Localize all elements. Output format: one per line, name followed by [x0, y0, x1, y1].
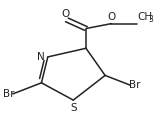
Text: S: S — [70, 103, 77, 113]
Text: Br: Br — [129, 80, 140, 90]
Text: 3: 3 — [149, 15, 154, 24]
Text: O: O — [61, 9, 69, 19]
Text: N: N — [37, 52, 45, 62]
Text: CH: CH — [137, 12, 152, 22]
Text: O: O — [107, 12, 116, 22]
Text: Br: Br — [3, 89, 14, 99]
